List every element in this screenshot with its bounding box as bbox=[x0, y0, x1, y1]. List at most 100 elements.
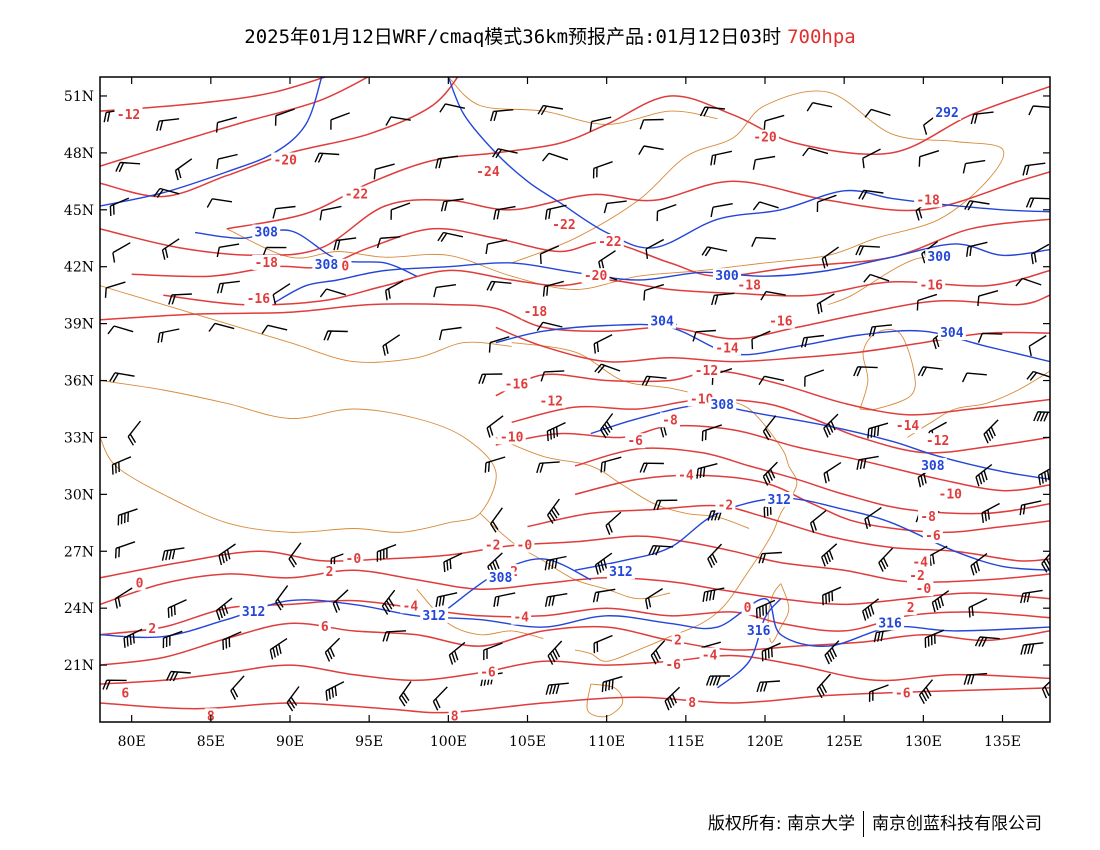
temperature-label: -18 bbox=[524, 305, 548, 320]
wind-barb bbox=[977, 290, 999, 307]
wind-barb bbox=[970, 553, 988, 576]
wind-barb bbox=[539, 245, 560, 265]
temperature-label-bg bbox=[918, 509, 939, 525]
wind-barb bbox=[478, 373, 503, 384]
wind-barb bbox=[545, 682, 569, 695]
wind-barb bbox=[751, 330, 771, 350]
wind-barb bbox=[230, 675, 245, 700]
wind-barb bbox=[1028, 335, 1047, 357]
isotherm-line bbox=[100, 294, 1050, 340]
height-label-bg bbox=[252, 224, 281, 240]
height-label-bg bbox=[420, 607, 449, 623]
isotherm-line bbox=[100, 535, 1050, 583]
wind-barb bbox=[111, 456, 132, 475]
wind-barb bbox=[970, 111, 994, 125]
axis-ticks: 51N 48N 45N 42N 39N 36N 33N 30N 27N 24N 21N 80E 85E 9… bbox=[64, 77, 1050, 750]
boundary-line bbox=[907, 370, 1050, 438]
temperature-label: -6 bbox=[627, 434, 643, 449]
wind-barb bbox=[1025, 197, 1050, 208]
wind-barb bbox=[486, 280, 512, 292]
wind-barb bbox=[104, 281, 126, 298]
temperature-label: -4 bbox=[513, 611, 529, 626]
lon-tick-label: 95E bbox=[355, 734, 383, 750]
temperature-label-bg bbox=[914, 192, 943, 208]
wind-barb bbox=[165, 670, 191, 682]
wind-barb bbox=[167, 599, 187, 618]
wind-barb bbox=[376, 236, 401, 249]
temperature-label-bg bbox=[595, 234, 624, 250]
wind-barb bbox=[601, 675, 623, 693]
temperature-label: -16 bbox=[247, 292, 271, 307]
height-label: 316 bbox=[747, 624, 771, 639]
temperature-label-bg bbox=[715, 497, 736, 513]
isotherm-line bbox=[574, 447, 1050, 515]
wind-barb bbox=[324, 637, 341, 662]
temperature-label: 8 bbox=[451, 709, 459, 724]
temperature-label-bg bbox=[342, 186, 371, 202]
wind-barb bbox=[974, 636, 1000, 647]
lat-tick-label: 30N bbox=[64, 487, 94, 503]
wind-barb bbox=[333, 237, 357, 251]
isotherm-line bbox=[495, 424, 1050, 492]
temperature-label-bg bbox=[692, 363, 721, 379]
height-label: 304 bbox=[650, 315, 674, 330]
wind-barb bbox=[546, 421, 566, 442]
height-contour-line bbox=[717, 598, 782, 689]
height-label: 312 bbox=[768, 493, 791, 508]
height-label-bg bbox=[713, 268, 741, 284]
temperature-label-bg bbox=[119, 685, 132, 701]
wind-barb bbox=[112, 242, 131, 263]
wind-barb bbox=[286, 686, 300, 712]
temperature-label: -4 bbox=[678, 468, 694, 483]
wind-barb bbox=[157, 328, 180, 344]
wind-barb bbox=[1015, 277, 1042, 287]
wind-barb bbox=[206, 198, 233, 208]
wind-barb bbox=[977, 332, 1003, 343]
wind-barb bbox=[109, 372, 135, 383]
height-label: 300 bbox=[715, 269, 739, 284]
temperature-label: -8 bbox=[920, 510, 936, 525]
wind-barb bbox=[536, 321, 563, 331]
wind-barb bbox=[332, 589, 349, 613]
temperature-label: -22 bbox=[345, 188, 368, 203]
wind-barb bbox=[975, 463, 993, 487]
height-label-bg bbox=[606, 564, 635, 580]
wind-barb bbox=[962, 159, 986, 174]
wind-barb bbox=[858, 189, 884, 200]
wind-barb bbox=[1030, 243, 1050, 265]
temperature-label-bg bbox=[146, 621, 159, 637]
wind-barb bbox=[544, 555, 567, 571]
wind-barb bbox=[752, 201, 779, 211]
wind-barb bbox=[592, 588, 616, 603]
wind-barb bbox=[373, 163, 395, 180]
height-label-bg bbox=[486, 569, 515, 585]
wind-barb bbox=[382, 630, 407, 642]
wind-barb bbox=[115, 541, 136, 559]
temperature-label-bg bbox=[252, 254, 281, 270]
temperature-label: 6 bbox=[321, 620, 329, 635]
lat-tick-label: 39N bbox=[64, 317, 94, 333]
wind-barb bbox=[208, 322, 235, 332]
wind-barb bbox=[816, 293, 835, 315]
temperature-label: -20 bbox=[274, 153, 298, 168]
wind-barb bbox=[593, 334, 613, 354]
temperature-label: -22 bbox=[552, 218, 575, 233]
height-label-bg bbox=[876, 615, 905, 631]
temperature-label-bg bbox=[323, 564, 336, 580]
temperature-label: -24 bbox=[476, 165, 500, 180]
height-label: 312 bbox=[242, 605, 265, 620]
wind-barb bbox=[868, 324, 893, 337]
lon-tick-label: 90E bbox=[276, 734, 304, 750]
wind-barb bbox=[161, 547, 185, 561]
boundary-lines bbox=[100, 77, 1050, 718]
temperature-label-bg bbox=[511, 609, 532, 625]
wind-barb bbox=[381, 589, 396, 615]
height-label: 308 bbox=[711, 398, 735, 413]
wind-barb bbox=[816, 673, 832, 699]
wind-barb bbox=[544, 593, 568, 607]
wind-barb bbox=[385, 116, 411, 126]
temperature-label: -16 bbox=[505, 377, 529, 392]
temperature-label-bg bbox=[581, 268, 610, 284]
lon-tick-label: 130E bbox=[905, 734, 942, 750]
